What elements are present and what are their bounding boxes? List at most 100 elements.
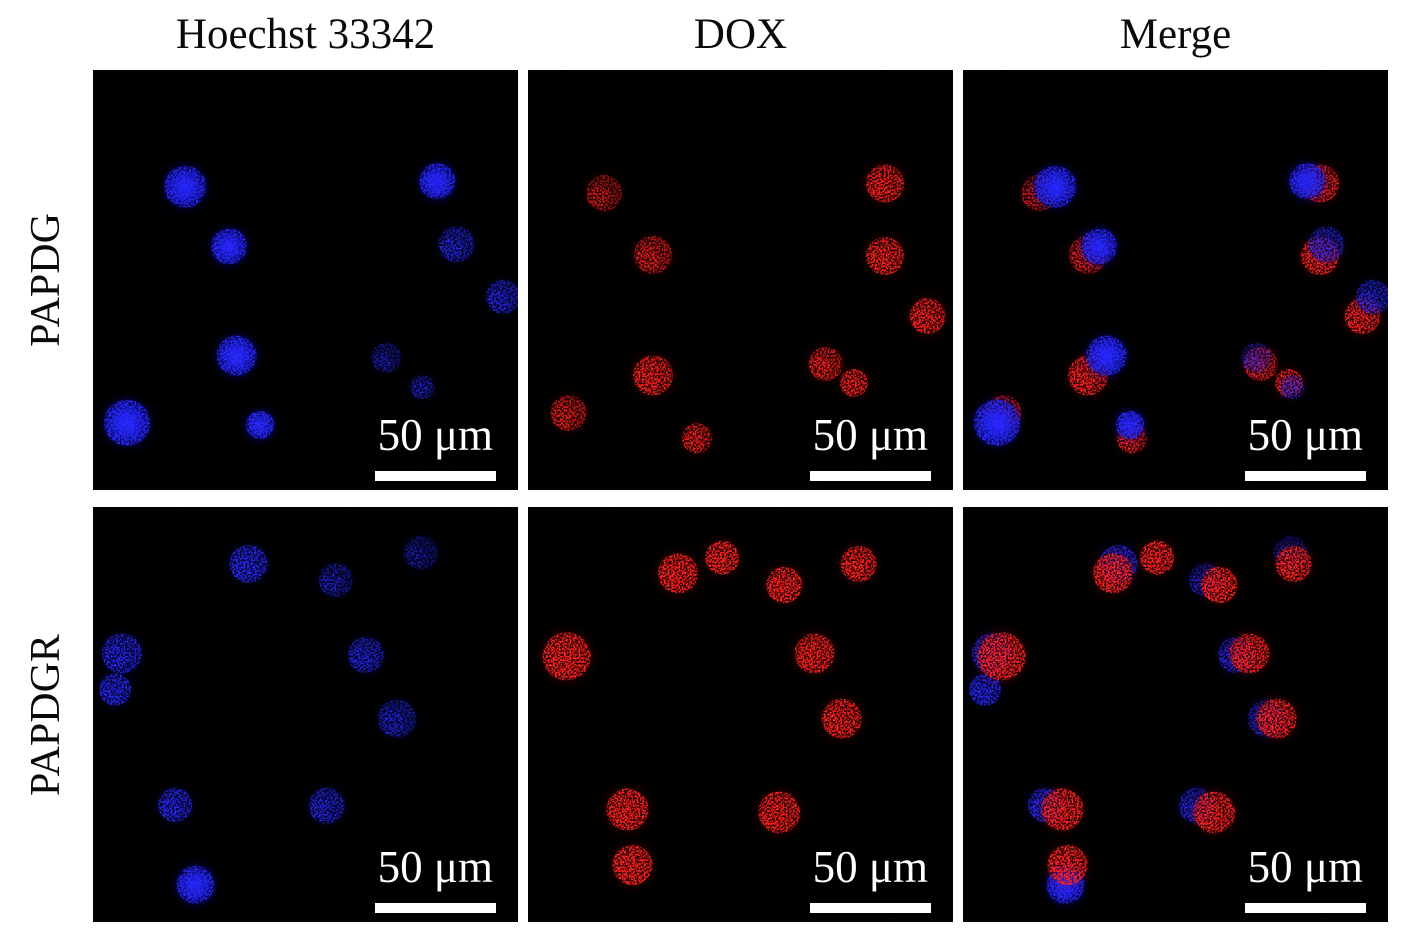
background-noise	[963, 507, 1388, 922]
scale-bar-label: 50 μm	[1247, 410, 1364, 460]
cell-signal	[1357, 289, 1379, 311]
cell-signal	[1082, 238, 1106, 262]
cell-signal	[1231, 645, 1257, 670]
fluorescence-image	[528, 507, 953, 922]
cell-signal	[980, 646, 1010, 677]
column-header-merge: Merge	[1119, 10, 1232, 58]
cell-signal	[810, 356, 832, 378]
cell-signal	[1049, 856, 1075, 882]
cell-signal	[231, 555, 256, 580]
cell-signal	[1258, 710, 1284, 736]
row-label-papdgr: PAPDGR	[0, 507, 92, 922]
cell-signal	[1043, 800, 1070, 827]
cell-signal	[247, 419, 265, 437]
cell-signal	[867, 175, 892, 199]
panel-papdg-dox: 50 μm	[528, 70, 953, 490]
fluorescence-image	[93, 70, 518, 490]
cell-signal	[970, 682, 991, 703]
background-noise	[93, 70, 518, 490]
cell-signal	[545, 646, 575, 677]
cell-signal	[310, 798, 333, 821]
cell-signal	[823, 710, 849, 736]
scale-bar: 50 μm	[374, 410, 496, 481]
cell-signal	[842, 556, 865, 579]
cell-signal	[683, 432, 702, 451]
cell-signal	[608, 800, 635, 827]
scale-bar-line	[1244, 903, 1366, 913]
cell-signal	[911, 308, 934, 331]
background-noise	[93, 507, 518, 922]
scale-bar: 50 μm	[809, 410, 931, 481]
cell-signal	[768, 577, 791, 600]
cell-signal	[1291, 173, 1314, 197]
cell-signal	[1141, 550, 1164, 572]
panel-papdg-merge: 50 μm	[963, 70, 1388, 490]
panel-papdgr-merge: 50 μm	[963, 507, 1388, 922]
row-label-papdgr-text: PAPDGR	[23, 633, 69, 796]
panel-papdg-hoechst-33342: 50 μm	[93, 70, 518, 490]
cell-signal	[1088, 347, 1114, 372]
cell-signal	[841, 377, 859, 395]
cell-signal	[212, 238, 236, 262]
cell-signal	[1095, 565, 1120, 590]
cell-signal	[487, 289, 509, 311]
scale-bar-line	[374, 903, 496, 913]
cell-signal	[103, 645, 129, 670]
cell-signal	[552, 405, 575, 428]
cell-signal	[1310, 236, 1333, 260]
cell-signal	[1069, 366, 1095, 392]
background-noise	[963, 70, 1388, 490]
cell-signal	[405, 545, 427, 567]
cell-signal	[660, 565, 685, 590]
cell-signal	[1277, 556, 1300, 579]
cell-signal	[166, 177, 193, 204]
scale-bar-line	[1244, 471, 1366, 481]
cell-signal	[372, 351, 392, 371]
cell-signal	[760, 803, 787, 830]
cell-signal	[1036, 177, 1063, 204]
scale-bar-label: 50 μm	[812, 842, 929, 892]
scale-bar-label: 50 μm	[812, 410, 929, 460]
scale-bar: 50 μm	[809, 842, 931, 913]
cell-signal	[440, 236, 463, 260]
cell-signal	[796, 645, 822, 670]
cell-signal	[178, 876, 202, 901]
cell-signal	[421, 173, 444, 197]
cell-signal	[411, 382, 427, 397]
scale-bar: 50 μm	[374, 845, 496, 913]
scale-bar-line	[374, 471, 496, 481]
scale-bar-line	[809, 903, 931, 913]
row-label-papdg-text: PAPDG	[23, 213, 70, 347]
cell-signal	[1203, 577, 1226, 600]
cell-signal	[635, 246, 660, 271]
cell-signal	[218, 347, 244, 372]
cell-signal	[614, 856, 640, 882]
fluorescence-image	[93, 507, 518, 922]
cell-signal	[976, 413, 1005, 442]
cell-signal	[159, 797, 181, 819]
column-header-hoechst: Hoechst 33342	[175, 10, 436, 58]
cell-signal	[320, 572, 342, 594]
scale-bar-label: 50 μm	[1247, 842, 1364, 892]
column-header-dox: DOX	[693, 10, 788, 58]
cell-signal	[1195, 803, 1222, 830]
cell-signal	[706, 550, 729, 572]
cell-signal	[634, 366, 660, 392]
cell-signal	[1117, 419, 1135, 437]
cell-signal	[379, 710, 404, 735]
cell-signal	[1346, 308, 1369, 331]
fluorescence-image	[963, 70, 1388, 490]
scale-bar-line	[809, 471, 931, 481]
panel-papdgr-dox: 50 μm	[528, 507, 953, 922]
cell-signal	[106, 413, 135, 442]
background-noise	[528, 507, 953, 922]
cell-signal	[587, 185, 611, 208]
cell-signal	[867, 248, 892, 272]
scale-bar: 50 μm	[1244, 410, 1366, 481]
scale-bar-label: 50 μm	[377, 410, 494, 460]
cell-signal	[1281, 382, 1297, 397]
cell-signal	[1242, 351, 1262, 371]
row-label-papdg: PAPDG	[0, 70, 92, 490]
cell-signal	[100, 682, 121, 703]
